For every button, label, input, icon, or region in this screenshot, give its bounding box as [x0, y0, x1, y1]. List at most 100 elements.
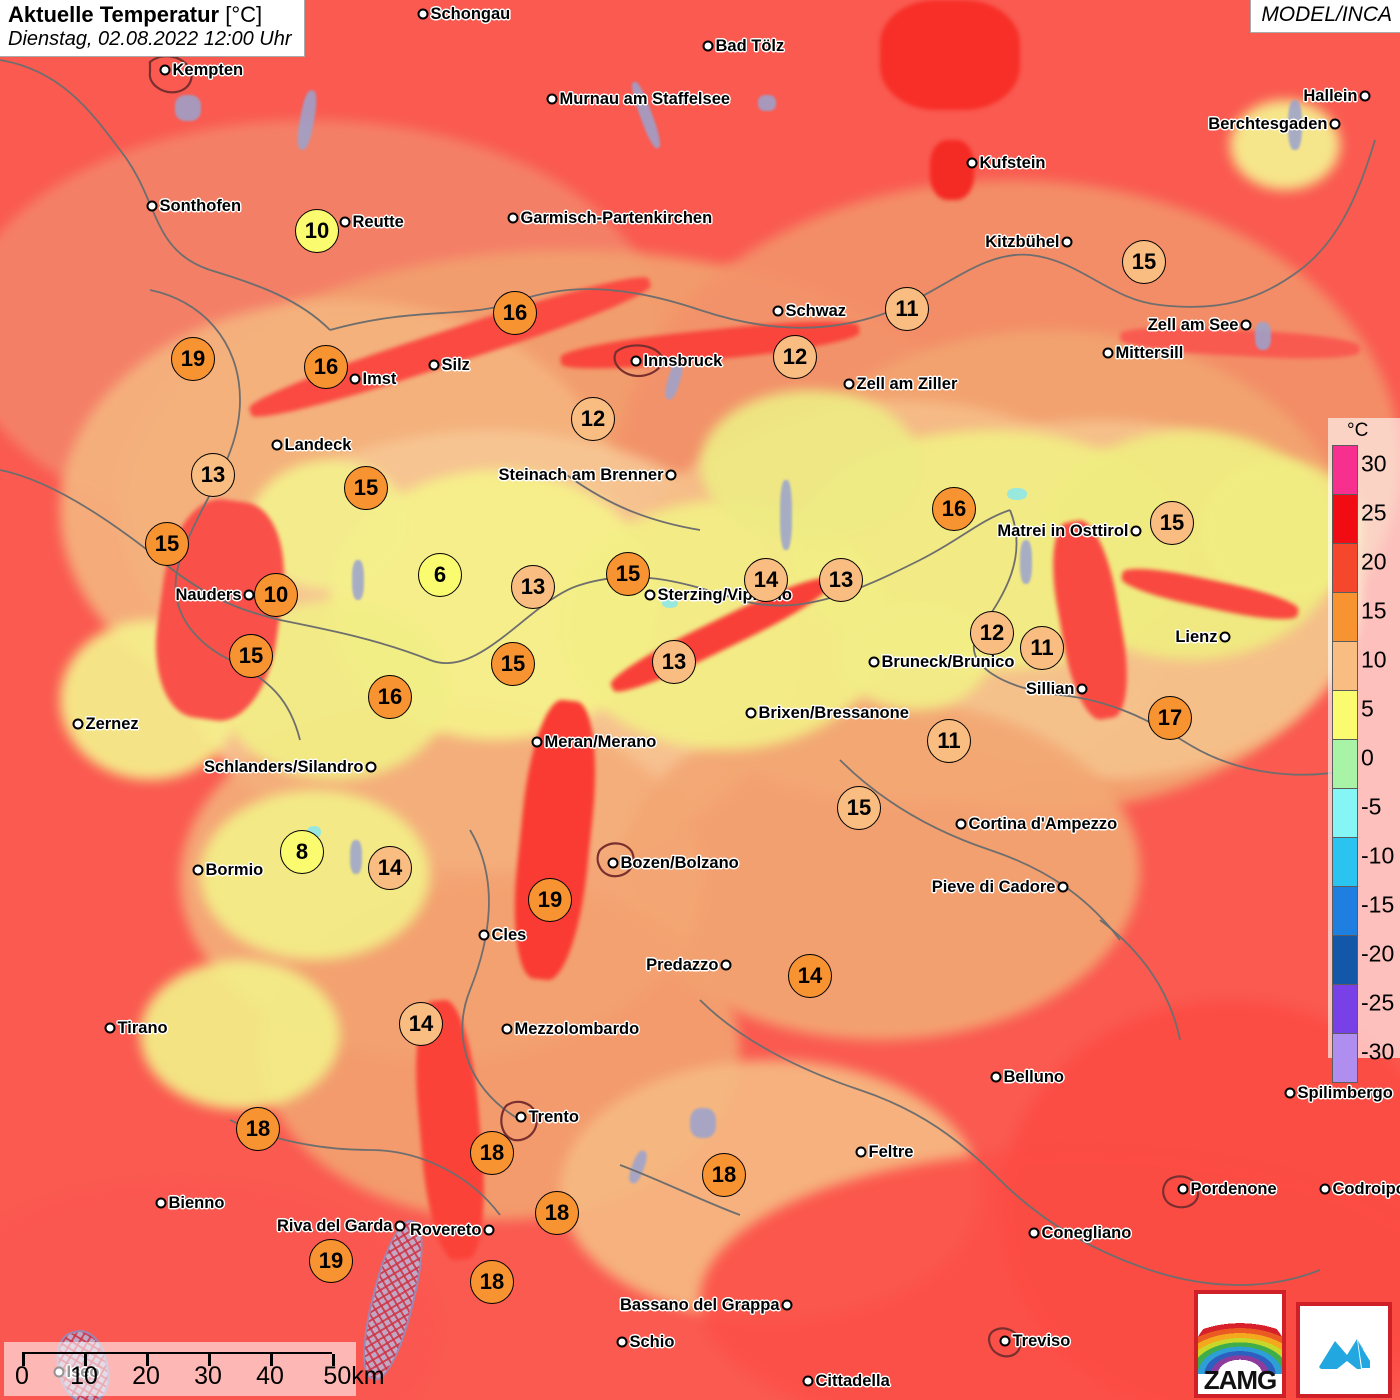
- city-label: Zell am Ziller: [856, 374, 958, 393]
- city-marker: Sillian: [1026, 680, 1088, 698]
- city-marker: Lienz: [1175, 628, 1231, 646]
- legend-swatch: [1332, 494, 1358, 544]
- city-label: Garmisch-Partenkirchen: [520, 208, 713, 227]
- legend-tick-label: 0: [1361, 744, 1374, 771]
- scale-tick: [208, 1354, 211, 1366]
- station-value-bubble: 11: [885, 287, 929, 331]
- city-dot-icon: [1057, 881, 1069, 893]
- city-label: Innsbruck: [643, 351, 723, 370]
- city-marker: Bienno: [155, 1194, 224, 1212]
- city-label: Tirano: [117, 1018, 168, 1037]
- station-value-bubble: 18: [470, 1131, 514, 1175]
- city-dot-icon: [155, 1197, 167, 1209]
- city-dot-icon: [1329, 118, 1341, 130]
- scale-tick: [270, 1354, 273, 1366]
- city-label: Kitzbühel: [985, 232, 1060, 251]
- city-marker: Bozen/Bolzano: [607, 854, 739, 872]
- city-dot-icon: [1284, 1087, 1296, 1099]
- city-label: Hallein: [1303, 86, 1358, 105]
- city-marker: Sterzing/Vipiteno: [644, 586, 792, 604]
- city-label: Bassano del Grappa: [619, 1295, 780, 1314]
- city-label: Reutte: [352, 212, 404, 231]
- city-dot-icon: [1102, 347, 1114, 359]
- city-dot-icon: [1177, 1183, 1189, 1195]
- city-dot-icon: [1219, 631, 1231, 643]
- city-label: Predazzo: [646, 955, 719, 974]
- city-label: Bad Tölz: [715, 36, 785, 55]
- scale-label: 10: [70, 1362, 98, 1390]
- station-value-bubble: 10: [295, 209, 339, 253]
- legend-swatch: [1332, 690, 1358, 740]
- city-dot-icon: [507, 212, 519, 224]
- city-marker: Kempten: [159, 61, 243, 79]
- station-value-bubble: 12: [970, 611, 1014, 655]
- city-label: Schlanders/Silandro: [203, 757, 364, 776]
- city-dot-icon: [339, 216, 351, 228]
- city-marker: Mezzolombardo: [501, 1020, 639, 1038]
- city-marker: Innsbruck: [630, 352, 722, 370]
- city-label: Bienno: [168, 1193, 225, 1212]
- station-value-bubble: 17: [1148, 696, 1192, 740]
- city-marker: Predazzo: [646, 956, 732, 974]
- city-label: Imst: [362, 369, 397, 388]
- city-label: Berchtesgaden: [1208, 114, 1328, 133]
- station-value-bubble: 15: [344, 466, 388, 510]
- city-dot-icon: [990, 1071, 1002, 1083]
- legend-tick-label: 30: [1361, 450, 1387, 477]
- station-value-bubble: 15: [145, 522, 189, 566]
- legend-tick-label: 15: [1361, 597, 1387, 624]
- city-label: Sillian: [1025, 679, 1075, 698]
- legend-swatches: [1332, 445, 1358, 1083]
- city-dot-icon: [146, 200, 158, 212]
- city-marker: Feltre: [855, 1143, 913, 1161]
- city-dot-icon: [365, 761, 377, 773]
- station-value-bubble: 14: [368, 846, 412, 890]
- legend-swatch: [1332, 1033, 1358, 1083]
- city-label: Trento: [528, 1107, 579, 1126]
- city-dot-icon: [802, 1375, 814, 1387]
- city-dot-icon: [966, 157, 978, 169]
- city-label: Bozen/Bolzano: [620, 853, 739, 872]
- station-value-bubble: 15: [1122, 240, 1166, 284]
- city-dot-icon: [428, 359, 440, 371]
- city-dot-icon: [417, 8, 429, 20]
- legend-swatch: [1332, 984, 1358, 1034]
- city-marker: Kitzbühel: [985, 233, 1073, 251]
- page-title: Aktuelle Temperatur [°C]: [8, 2, 292, 28]
- city-dot-icon: [349, 373, 361, 385]
- alpine-logo: [1296, 1302, 1392, 1398]
- city-dot-icon: [515, 1111, 527, 1123]
- city-dot-icon: [665, 469, 677, 481]
- city-label: Mezzolombardo: [514, 1019, 640, 1038]
- city-dot-icon: [999, 1335, 1011, 1347]
- scale-label: 20: [132, 1362, 160, 1390]
- station-value-bubble: 8: [280, 830, 324, 874]
- city-dot-icon: [1061, 236, 1073, 248]
- city-label: Cittadella: [815, 1371, 890, 1390]
- color-legend: °C 30 25 20 15 10 5 0 -5 -10 -15 -20 -25 -30: [1328, 418, 1400, 1083]
- city-label: Mittersill: [1115, 343, 1184, 362]
- city-marker: Bruneck/Brunico: [868, 653, 1014, 671]
- station-value-bubble: 18: [702, 1153, 746, 1197]
- station-value-bubble: 19: [309, 1239, 353, 1283]
- city-dot-icon: [720, 959, 732, 971]
- scale-tick: [22, 1354, 25, 1366]
- station-value-bubble: 19: [171, 337, 215, 381]
- city-dot-icon: [630, 355, 642, 367]
- city-dot-icon: [781, 1299, 793, 1311]
- city-dot-icon: [243, 589, 255, 601]
- city-marker: Zell am See: [1148, 316, 1252, 334]
- city-dot-icon: [104, 1022, 116, 1034]
- city-dot-icon: [478, 929, 490, 941]
- station-value-bubble: 11: [927, 719, 971, 763]
- scale-tick: [332, 1354, 335, 1366]
- city-marker: Treviso: [999, 1332, 1070, 1350]
- station-value-bubble: 13: [191, 453, 235, 497]
- scale-tick: [84, 1354, 87, 1366]
- city-marker: Belluno: [990, 1068, 1064, 1086]
- city-label: Meran/Merano: [544, 732, 657, 751]
- city-label: Kempten: [172, 60, 244, 79]
- scale-rule: [22, 1352, 335, 1366]
- city-dot-icon: [607, 857, 619, 869]
